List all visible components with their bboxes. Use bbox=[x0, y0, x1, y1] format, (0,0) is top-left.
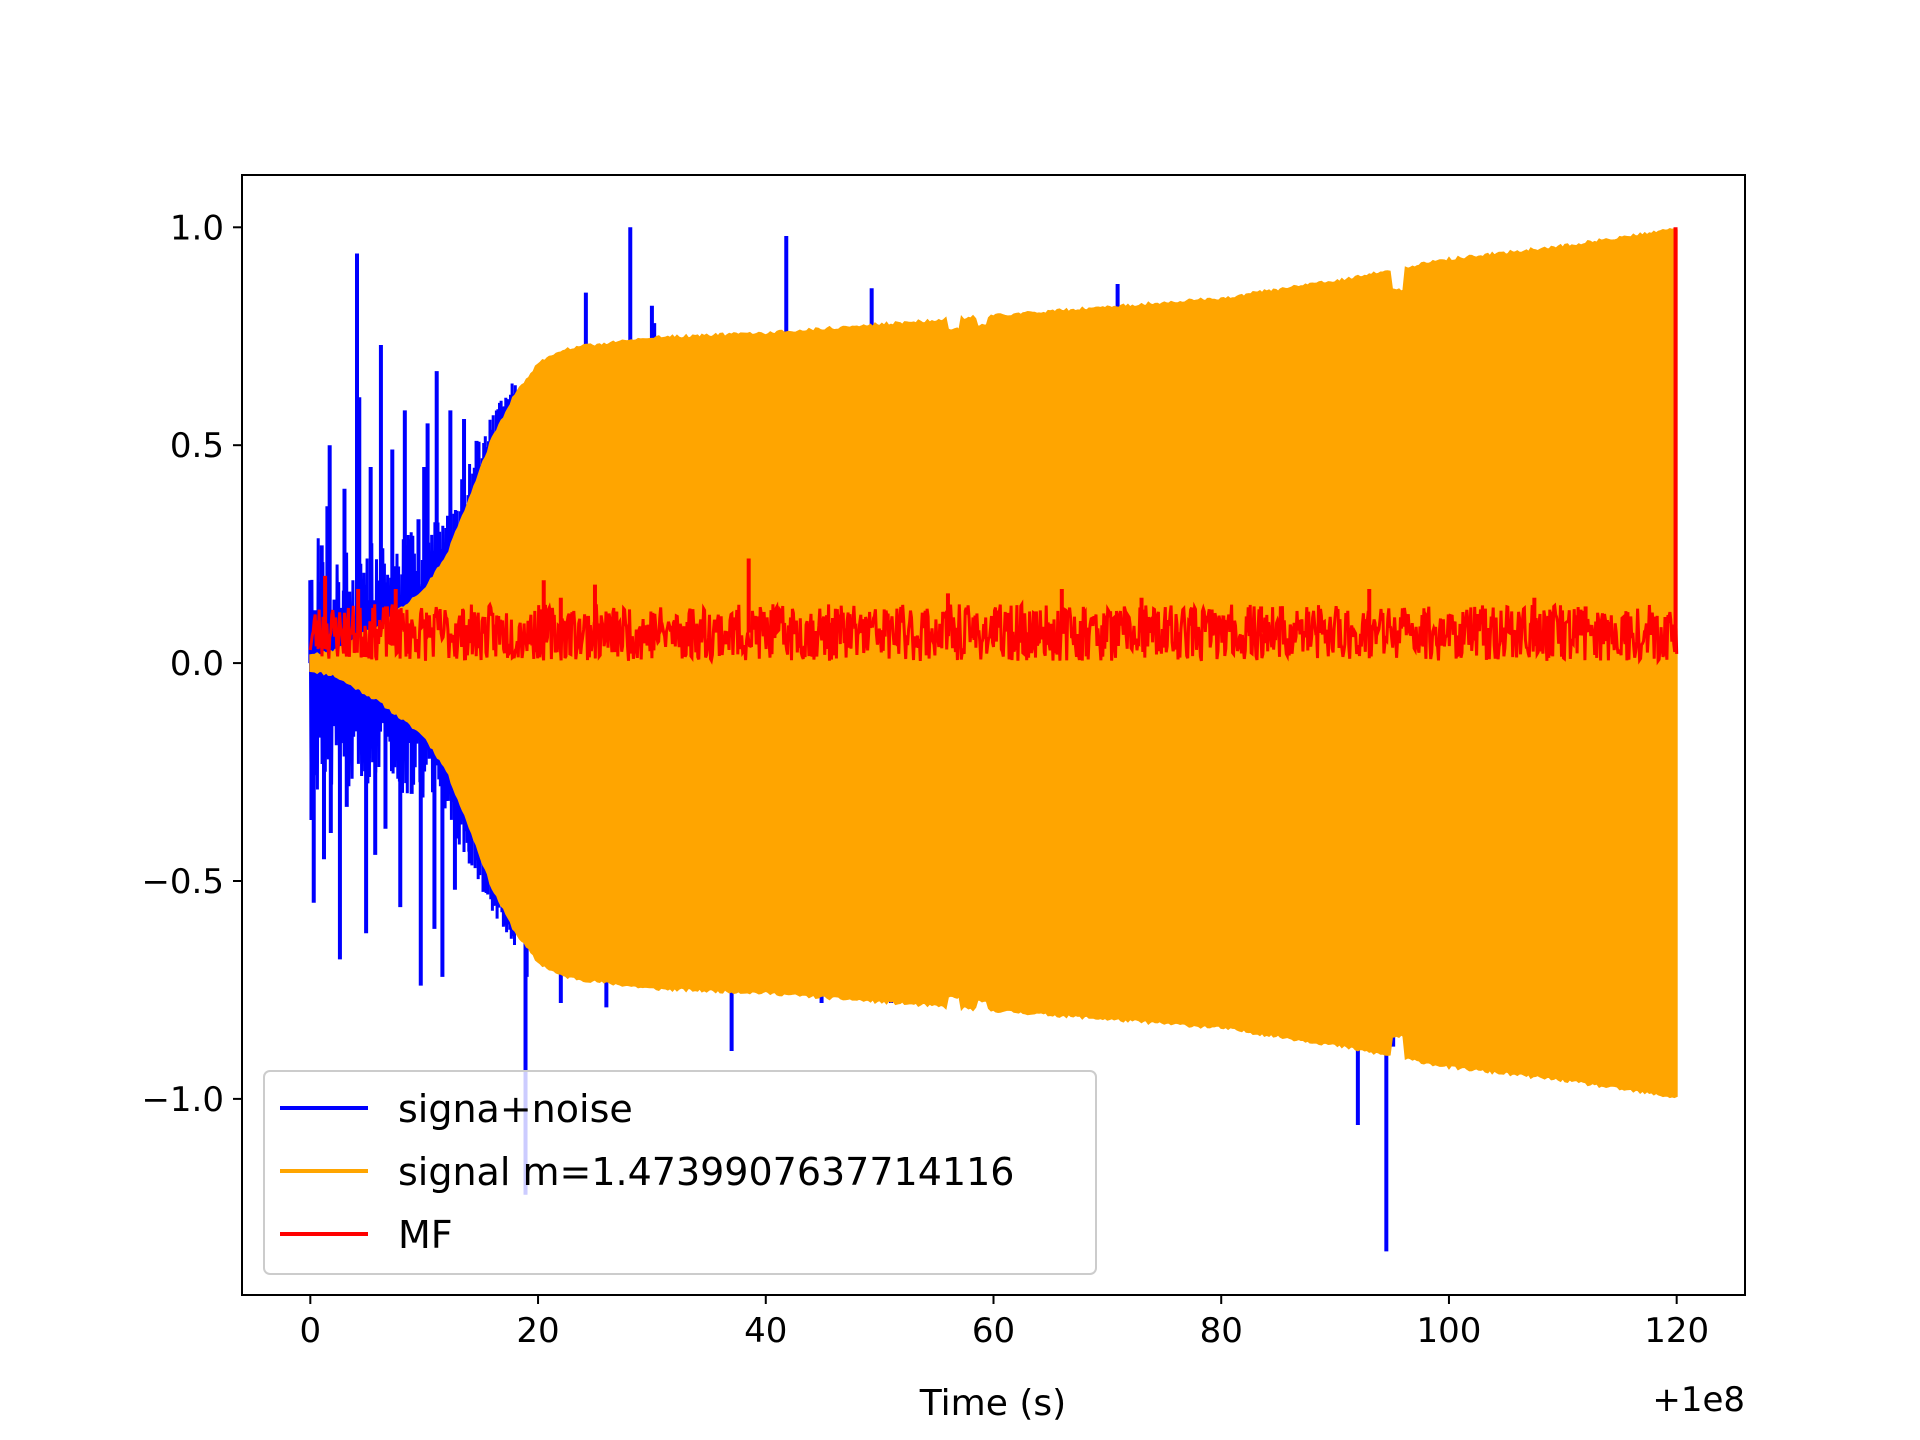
x-tick-label: 100 bbox=[1417, 1311, 1482, 1351]
x-tick-label: 120 bbox=[1644, 1311, 1709, 1351]
mf-trace bbox=[308, 599, 1679, 666]
x-axis: 0 20 40 60 80 100 120 bbox=[299, 1295, 1709, 1351]
legend-box bbox=[263, 1070, 1097, 1275]
plot-area bbox=[308, 227, 1679, 1252]
x-tick-label: 80 bbox=[1200, 1311, 1243, 1351]
y-tick-label: 1.0 bbox=[170, 208, 224, 248]
legend: signa+noise signal m=1.4739907637714116 MF bbox=[263, 1070, 1097, 1275]
y-tick-label: 0.0 bbox=[170, 644, 224, 684]
signal-envelope bbox=[309, 228, 1678, 1099]
y-tick-label: −0.5 bbox=[141, 862, 224, 902]
x-axis-title: Time (s) bbox=[919, 1383, 1066, 1424]
legend-label: MF bbox=[398, 1213, 453, 1257]
x-tick-label: 0 bbox=[299, 1311, 321, 1351]
x-tick-label: 60 bbox=[972, 1311, 1015, 1351]
y-axis: −1.0 −0.5 0.0 0.5 1.0 bbox=[141, 208, 242, 1120]
y-tick-label: −1.0 bbox=[141, 1080, 224, 1120]
x-offset-label: +1e8 bbox=[1652, 1380, 1745, 1420]
legend-label: signa+noise bbox=[398, 1087, 633, 1131]
series-mf bbox=[308, 227, 1679, 666]
x-tick-label: 20 bbox=[516, 1311, 559, 1351]
y-tick-label: 0.5 bbox=[170, 426, 224, 466]
x-tick-label: 40 bbox=[744, 1311, 787, 1351]
legend-label: signal m=1.4739907637714116 bbox=[398, 1150, 1014, 1194]
series-signal bbox=[309, 228, 1678, 1099]
